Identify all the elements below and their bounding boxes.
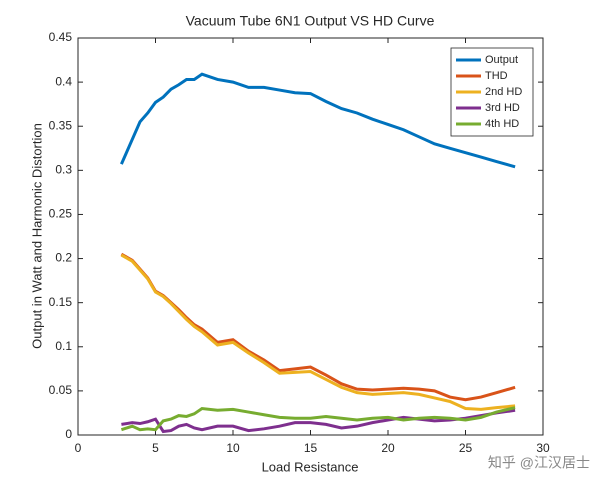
y-tick-label: 0.35 <box>49 118 73 132</box>
y-tick-label: 0.3 <box>55 163 72 177</box>
legend-label: THD <box>485 70 508 82</box>
x-tick-label: 30 <box>536 441 550 455</box>
chart-title: Vacuum Tube 6N1 Output VS HD Curve <box>186 13 435 29</box>
x-axis-label: Load Resistance <box>262 459 359 474</box>
legend-label: 3rd HD <box>485 102 520 114</box>
y-tick-label: 0.1 <box>55 339 72 353</box>
line-series <box>120 72 516 169</box>
y-tick-label: 0.05 <box>49 383 73 397</box>
plot-box <box>77 37 544 436</box>
line-series <box>120 253 516 411</box>
y-tick-label: 0.2 <box>55 251 72 265</box>
x-tick-label: 10 <box>226 441 240 455</box>
y-axis-label: Output in Watt and Harmonic Distortion <box>29 123 44 349</box>
y-tick-label: 0 <box>65 427 72 441</box>
legend-label: Output <box>485 54 518 66</box>
x-tick-label: 0 <box>75 441 82 455</box>
y-tick-label: 0.25 <box>49 207 73 221</box>
line-series <box>121 408 516 434</box>
x-tick-label: 25 <box>459 441 473 455</box>
y-tick-label: 0.15 <box>49 295 73 309</box>
legend-label: 4th HD <box>485 118 519 130</box>
legend-label: 2nd HD <box>485 86 522 98</box>
line-series <box>120 406 516 432</box>
x-tick-label: 20 <box>381 441 395 455</box>
x-tick-label: 15 <box>304 441 318 455</box>
watermark: 知乎 @江汉居士 <box>488 455 590 471</box>
y-tick-label: 0.45 <box>49 30 73 44</box>
y-tick-label: 0.4 <box>55 74 72 88</box>
x-tick-label: 5 <box>152 441 159 455</box>
